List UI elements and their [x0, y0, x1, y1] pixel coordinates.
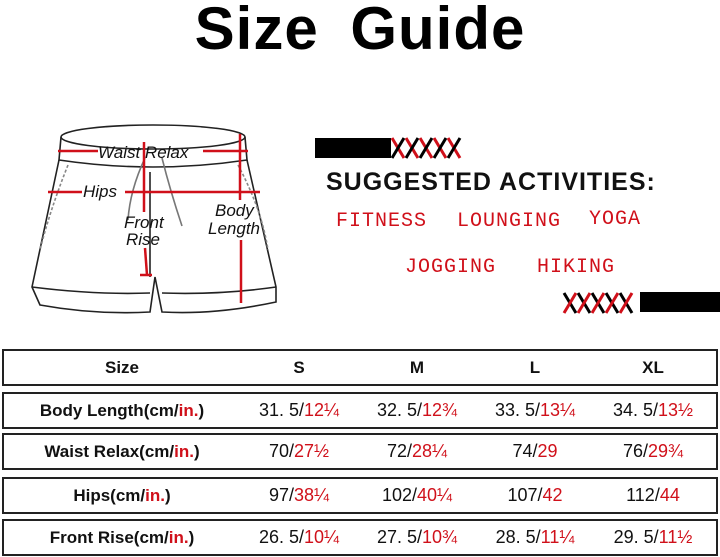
row-label: Front Rise(cm/in.)	[4, 528, 240, 548]
value-in: 27½	[293, 441, 330, 461]
value-in: 29	[537, 441, 558, 461]
size-value: 76/29¾	[594, 441, 712, 462]
table-row: Body Length(cm/in.) 31. 5/12¼ 32. 5/12¾ 33.…	[2, 392, 718, 429]
size-value: 107/42	[476, 485, 594, 506]
decor-cross-stitch-top	[390, 137, 462, 159]
value-in: 13½	[658, 400, 694, 420]
value-cm: 70/	[268, 441, 294, 461]
value-cm: 97/	[268, 485, 294, 505]
value-cm: 102/	[381, 485, 417, 505]
body-length-label-2: Length	[208, 219, 260, 238]
size-value: 102/40¼	[358, 485, 476, 506]
value-in: 40¼	[417, 485, 453, 505]
header-m: M	[409, 357, 425, 377]
activity-hiking: HIKING	[537, 256, 616, 279]
row-label-close: )	[198, 400, 205, 420]
front-rise-label: Front	[124, 213, 165, 232]
table-row: Hips(cm/in.) 97/38¼ 102/40¼ 107/42 112/44	[2, 477, 718, 514]
value-cm: 74/	[512, 441, 538, 461]
size-value: 112/44	[594, 485, 712, 506]
activities-heading: SUGGESTED ACTIVITIES:	[326, 168, 656, 196]
size-value: 34. 5/13½	[594, 400, 712, 421]
size-value: 97/38¼	[240, 485, 358, 506]
value-cm: 32. 5/	[376, 400, 422, 420]
value-in: 10¼	[304, 527, 340, 547]
row-label: Hips(cm/in.)	[4, 486, 240, 506]
row-label-unit: in.	[178, 400, 199, 420]
size-value: 72/28¼	[358, 441, 476, 462]
value-cm: 76/	[622, 441, 648, 461]
size-value: 74/29	[476, 441, 594, 462]
value-in: 11½	[658, 527, 693, 547]
size-value: 33. 5/13¼	[476, 400, 594, 421]
header-s: S	[293, 357, 305, 377]
value-cm: 26. 5/	[258, 527, 304, 547]
header-size: Size	[104, 357, 140, 377]
row-label-close: )	[164, 485, 171, 505]
decor-bar-top	[315, 138, 391, 158]
value-cm: 112/	[626, 485, 660, 505]
decor-cross-stitch-bottom	[562, 292, 634, 314]
value-in: 28¼	[411, 441, 448, 461]
activity-yoga: YOGA	[589, 208, 642, 231]
value-in: 29¾	[647, 441, 684, 461]
row-label-close: )	[188, 527, 195, 547]
row-label-text: Front Rise(cm/	[49, 527, 169, 547]
measure-lines	[48, 134, 260, 303]
size-value: 31. 5/12¼	[240, 400, 358, 421]
size-value: 32. 5/12¾	[358, 400, 476, 421]
header-l: L	[529, 357, 541, 377]
value-cm: 31. 5/	[258, 400, 304, 420]
size-value: 29. 5/11½	[594, 527, 712, 548]
row-label-unit: in.	[174, 441, 194, 461]
value-cm: 28. 5/	[495, 527, 541, 547]
value-cm: 34. 5/	[612, 400, 658, 420]
shorts-outline	[31, 124, 277, 314]
value-cm: 29. 5/	[613, 527, 659, 547]
shorts-diagram: Waist Relax Hips Front Rise Body Length	[31, 124, 277, 314]
size-value: 26. 5/10¼	[240, 527, 358, 548]
page-title: Size Guide	[194, 0, 526, 62]
value-in: 11¼	[540, 527, 575, 547]
row-label: Body Length(cm/in.)	[4, 401, 240, 421]
value-cm: 72/	[386, 441, 412, 461]
row-label-unit: in.	[168, 527, 189, 547]
hips-label: Hips	[83, 182, 118, 201]
value-in: 38¼	[293, 485, 330, 505]
header-xl: XL	[642, 357, 664, 377]
value-in: 13¼	[540, 400, 576, 420]
value-cm: 33. 5/	[494, 400, 540, 420]
row-label: Waist Relax(cm/in.)	[4, 442, 240, 462]
activity-fitness: FITNESS	[336, 210, 428, 233]
value-cm: 27. 5/	[376, 527, 422, 547]
table-header-row: Size S M L XL	[2, 349, 718, 386]
row-label-close: )	[193, 441, 200, 461]
row-label-unit: in.	[145, 485, 165, 505]
front-rise-label-2: Rise	[126, 230, 160, 249]
value-in: 10¾	[422, 527, 458, 547]
value-in: 12¾	[422, 400, 458, 420]
activity-jogging: JOGGING	[405, 256, 497, 279]
size-value: 28. 5/11¼	[476, 527, 594, 548]
row-label-text: Hips(cm/	[73, 485, 146, 505]
value-in: 12¼	[304, 400, 340, 420]
size-value: 27. 5/10¾	[358, 527, 476, 548]
decor-bar-bottom	[640, 292, 720, 312]
value-in: 44	[659, 485, 680, 505]
size-value: 70/27½	[240, 441, 358, 462]
row-label-text: Waist Relax(cm/	[44, 441, 175, 461]
value-cm: 107/	[507, 485, 543, 505]
row-label-text: Body Length(cm/	[39, 400, 179, 420]
value-in: 42	[542, 485, 563, 505]
table-row: Front Rise(cm/in.) 26. 5/10¼ 27. 5/10¾ 28. …	[2, 519, 718, 556]
body-length-label: Body	[215, 201, 255, 220]
table-row: Waist Relax(cm/in.) 70/27½ 72/28¼ 74/29 76/2…	[2, 433, 718, 470]
activity-lounging: LOUNGING	[457, 210, 562, 233]
waist-relax-label: Waist Relax	[98, 143, 189, 162]
